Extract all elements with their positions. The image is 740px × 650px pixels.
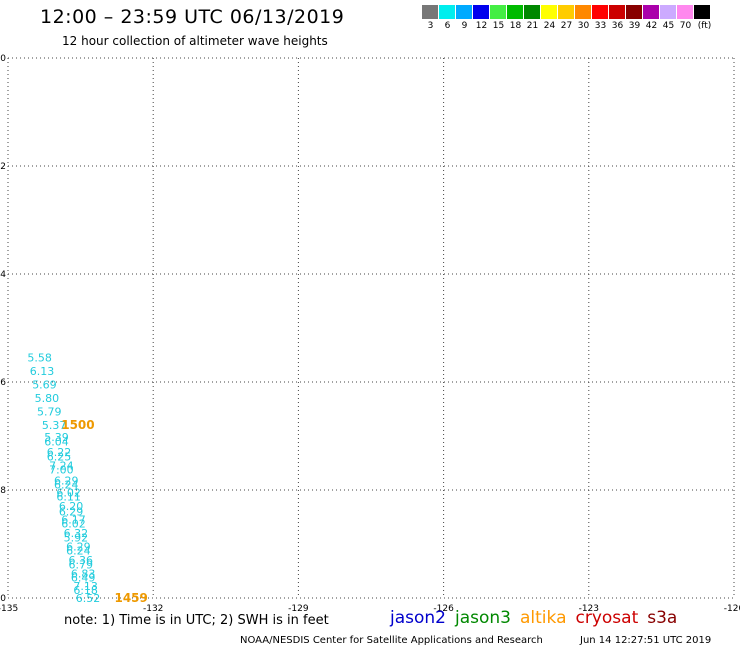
swh-value-label: 6.25 [47, 451, 72, 464]
swh-value-label: 5.37 [42, 419, 67, 432]
satellite-name-jason3: jason3 [455, 608, 511, 628]
map-subtitle: 12 hour collection of altimeter wave hei… [62, 34, 328, 48]
generated-timestamp: Jun 14 12:27:51 UTC 2019 [580, 635, 712, 646]
scale-label: 36 [611, 21, 624, 31]
scale-label: 70 [679, 21, 692, 31]
swh-value-label: 6.79 [69, 559, 94, 572]
scale-swatch [456, 5, 473, 19]
longitude-tick-label: -132 [143, 604, 163, 614]
scale-label: 9 [461, 21, 468, 31]
scale-swatch [439, 5, 456, 19]
scale-label: 27 [560, 21, 573, 31]
swh-value-label: 6.36 [69, 554, 94, 567]
satellite-name-cryosat: cryosat [575, 608, 639, 628]
scale-swatch [507, 5, 524, 19]
scale-swatch [643, 5, 660, 19]
swh-value-label: 6.49 [71, 571, 96, 584]
swh-value-label: 5.69 [32, 379, 57, 392]
swh-value-label: 6.83 [71, 568, 96, 581]
scale-swatch [422, 5, 439, 19]
pass-time-label: 1459 [114, 591, 147, 605]
swh-value-label: 6.11 [56, 490, 81, 503]
latitude-tick-label: -8 [0, 486, 6, 496]
color-scale-labels: 3 6 9 12 15 18 21 24 27 30 33 36 39 42 45 70 (ft) [422, 19, 728, 33]
swh-value-label: 6.20 [59, 500, 84, 513]
color-scale-legend: 3 6 9 12 15 18 21 24 27 30 33 36 39 42 45 70 (ft) [422, 5, 728, 35]
scale-swatch [541, 5, 558, 19]
swh-value-label: 5.92 [64, 532, 89, 545]
swh-value-label: 5.80 [35, 392, 60, 405]
credit-text: NOAA/NESDIS Center for Satellite Applica… [240, 635, 543, 646]
swh-value-label: 6.52 [76, 592, 101, 605]
scale-swatch [473, 5, 490, 19]
scale-label: 6 [444, 21, 451, 31]
scale-swatch [490, 5, 507, 19]
longitude-tick-label: -126 [433, 604, 454, 614]
satellite-legend: jason2 jason3 altika cryosat s3a [390, 608, 686, 628]
latitude-tick-label: -10 [0, 594, 6, 604]
pass-time-label: 1500 [61, 418, 94, 432]
swh-value-label: 6.29 [66, 541, 91, 554]
scale-label: (ft) [697, 21, 712, 31]
swh-value-label: 6.02 [61, 517, 86, 530]
swh-value-label: 6.32 [64, 527, 89, 540]
swh-value-label: 6.04 [44, 435, 69, 448]
scale-swatch [660, 5, 677, 19]
longitude-tick-label: -123 [579, 604, 599, 614]
scale-label: 30 [577, 21, 590, 31]
scale-label: 39 [628, 21, 641, 31]
latitude-tick-label: -2 [0, 162, 6, 172]
scale-label: 24 [543, 21, 556, 31]
satellite-name-s3a: s3a [647, 608, 678, 628]
scale-swatch [677, 5, 694, 19]
scale-label: 21 [526, 21, 539, 31]
swh-value-label: 7.24 [49, 460, 74, 473]
scale-swatch [694, 5, 711, 19]
swh-value-label: 5.79 [37, 406, 62, 419]
footer-note: note: 1) Time is in UTC; 2) SWH is in fe… [64, 613, 329, 628]
latitude-tick-label: -6 [0, 378, 6, 388]
scale-label: 3 [427, 21, 434, 31]
map-title: 12:00 – 23:59 UTC 06/13/2019 [40, 6, 345, 28]
scale-label: 45 [662, 21, 675, 31]
longitude-tick-label: -129 [288, 604, 309, 614]
longitude-tick-label: -135 [0, 604, 18, 614]
longitude-tick-label: -120 [724, 604, 740, 614]
latitude-tick-label: -4 [0, 270, 6, 280]
scale-label: 12 [475, 21, 488, 31]
swh-value-label: 6.24 [54, 479, 78, 492]
scale-label: 33 [594, 21, 607, 31]
swh-value-label: 5.39 [44, 431, 69, 444]
swh-value-label: 6.13 [30, 365, 54, 378]
swh-value-label: 6.02 [56, 487, 81, 500]
swh-value-label: 6.22 [47, 446, 72, 459]
swh-value-label: 6.18 [73, 584, 98, 597]
swh-value-label: 6.24 [66, 544, 91, 557]
swh-value-label: 5.58 [27, 352, 52, 365]
satellite-name-jason2: jason2 [390, 608, 446, 628]
scale-label: 18 [509, 21, 522, 31]
swh-value-label: 7.13 [73, 580, 98, 593]
swh-value-label: 6.17 [61, 514, 86, 527]
scale-swatch [609, 5, 626, 19]
swh-value-label: 6.29 [54, 474, 78, 487]
scale-swatch [575, 5, 592, 19]
swh-value-label: 6.29 [59, 506, 84, 519]
satellite-name-altika: altika [520, 608, 567, 628]
color-scale-bar [422, 5, 728, 19]
scale-label: 42 [645, 21, 658, 31]
swh-value-label: 7.00 [49, 463, 74, 476]
scale-swatch [558, 5, 575, 19]
scale-swatch [524, 5, 541, 19]
scale-swatch [592, 5, 609, 19]
scale-label: 15 [492, 21, 505, 31]
scale-swatch [626, 5, 643, 19]
latitude-tick-label: 0 [0, 54, 6, 64]
